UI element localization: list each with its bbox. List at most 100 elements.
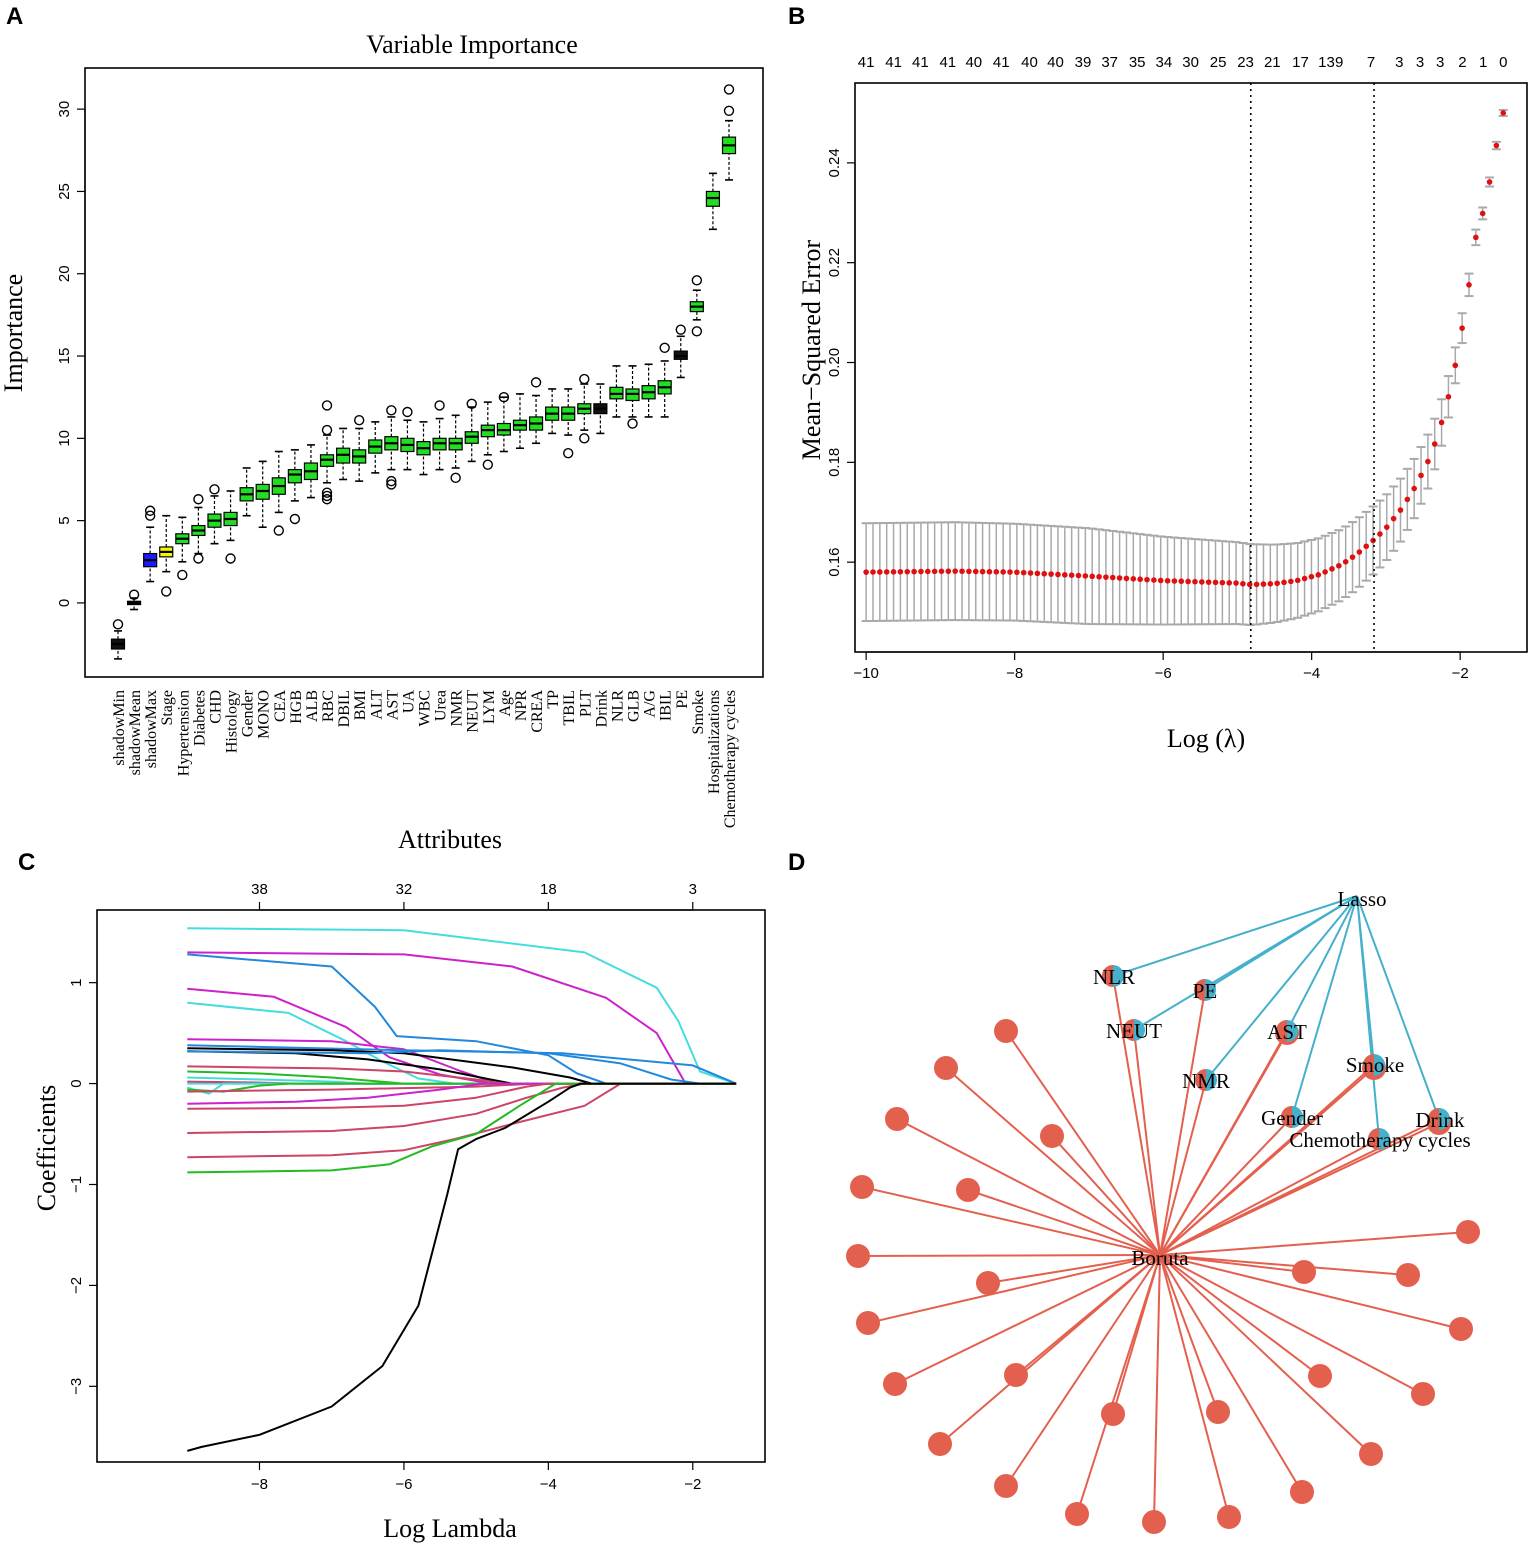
- d-boruta-node: [1004, 1363, 1028, 1387]
- a-category-label: ALT: [368, 690, 385, 720]
- b-mse-point: [1493, 142, 1500, 149]
- a-category-label: PLT: [577, 690, 594, 717]
- b-mse-point: [1240, 580, 1246, 587]
- d-shared-node-half: [1102, 965, 1113, 987]
- b-mse-point: [1212, 579, 1219, 586]
- d-boruta-edge: [894, 1254, 1161, 1385]
- node-label-smoke: Smoke: [1346, 1053, 1404, 1077]
- b-mse-point: [1349, 554, 1356, 560]
- c-top-axis-label: 3: [689, 881, 697, 898]
- b-mse-point: [883, 569, 890, 575]
- c-y-tick-label: 0: [68, 1079, 85, 1087]
- a-category-label: shadowMean: [127, 690, 144, 775]
- a-outlier: [321, 487, 333, 498]
- d-shared-node-half: [1276, 1020, 1287, 1042]
- d-boruta-node: [1142, 1510, 1166, 1534]
- b-top-axis-label: 41: [993, 54, 1010, 71]
- node-label-pe: PE: [1193, 979, 1218, 1003]
- b-mse-point: [1226, 580, 1233, 586]
- b-mse-point: [986, 568, 993, 575]
- c-top-axis-label: 18: [540, 881, 557, 898]
- d-boruta-node: [994, 1474, 1018, 1498]
- b-mse-point: [1192, 578, 1198, 585]
- d-boruta-edge: [939, 1254, 1161, 1445]
- a-category-label: WBC: [417, 690, 434, 726]
- b-top-axis-label: 40: [1021, 54, 1038, 71]
- b-top-axis-label: 41: [939, 54, 956, 71]
- b-mse-point: [1329, 566, 1335, 572]
- d-boruta-node: [928, 1432, 952, 1456]
- d-boruta-edge: [1159, 1138, 1380, 1256]
- d-shared-node-half: [1363, 1054, 1374, 1076]
- b-mse-point: [1157, 577, 1164, 584]
- b-mse-point: [979, 568, 986, 575]
- d-boruta-edge: [1159, 1254, 1303, 1493]
- a-outlier: [193, 553, 204, 564]
- b-mse-point: [1322, 569, 1328, 575]
- panel-c-axes: −8 −6 −4 −2 −3 −2 −1 0 1 38 32 18 3: [68, 881, 701, 1493]
- b-mse-point: [1356, 549, 1363, 555]
- a-outlier: [209, 484, 220, 495]
- a-category-label: LYM: [481, 690, 498, 724]
- c-coefficient-path: [187, 987, 737, 1085]
- c-x-tick-label: −6: [395, 1476, 412, 1493]
- b-mse-point: [1219, 579, 1226, 586]
- panel-label-b: B: [788, 3, 805, 30]
- a-outlier: [691, 326, 703, 337]
- panel-label-c: C: [18, 849, 35, 876]
- b-mse-point: [959, 568, 965, 575]
- a-category-label: Hospitalizations: [706, 690, 723, 794]
- a-category-label: NLR: [609, 690, 626, 722]
- a-outlier: [386, 475, 397, 487]
- panel-a-y-axis: 0 5 10 15 20 25 30: [56, 101, 86, 607]
- a-outlier: [128, 589, 140, 600]
- b-mse-point: [972, 568, 979, 575]
- b-y-tick-label: 0.18: [826, 448, 843, 477]
- b-top-axis-label: 37: [1101, 54, 1118, 71]
- d-boruta-edge: [1076, 1254, 1161, 1515]
- b-top-axis-label: 41: [858, 54, 875, 71]
- node-label-gender: Gender: [1261, 1106, 1323, 1130]
- b-mse-point: [918, 568, 924, 575]
- d-boruta-edge: [1159, 1116, 1293, 1256]
- panel-a-boxes: [110, 84, 737, 660]
- node-label-boruta: Boruta: [1131, 1246, 1189, 1270]
- d-boruta-node: [956, 1178, 980, 1202]
- panel-label-d: D: [788, 849, 805, 876]
- b-top-axis-label: 17: [1292, 54, 1309, 71]
- d-boruta-node: [1292, 1260, 1316, 1284]
- a-category-label: Gender: [240, 689, 257, 737]
- b-mse-point: [1205, 579, 1212, 585]
- node-label-drink: Drink: [1416, 1108, 1465, 1132]
- b-top-axis-label: 25: [1210, 54, 1227, 71]
- panel-a-y-axis-title: Importance: [0, 274, 28, 392]
- b-mse-point: [1459, 325, 1465, 331]
- a-category-label: TP: [545, 690, 562, 709]
- a-outlier: [723, 105, 735, 116]
- d-boruta-edge: [1153, 1254, 1161, 1523]
- a-category-label: A/G: [642, 690, 659, 718]
- panel-label-a: A: [6, 3, 23, 30]
- b-mse-point: [1048, 571, 1054, 577]
- c-y-tick-label: 1: [68, 978, 85, 986]
- b-x-tick-label: −6: [1155, 665, 1172, 682]
- b-mse-point: [1383, 524, 1390, 530]
- a-outlier: [112, 619, 124, 630]
- d-boruta-node: [1101, 1402, 1125, 1426]
- d-boruta-edge: [987, 1254, 1161, 1284]
- a-y-tick-label: 0: [56, 599, 73, 607]
- node-label-chemotherapy-cycles: Chemotherapy cycles: [1289, 1128, 1470, 1152]
- node-label-nlr: NLR: [1093, 965, 1135, 989]
- b-mse-point: [1178, 578, 1185, 585]
- a-outlier: [530, 377, 542, 388]
- d-shared-node-half: [1123, 1019, 1134, 1041]
- b-mse-point: [1445, 393, 1452, 400]
- b-top-axis-label: 2: [1458, 54, 1466, 71]
- b-mse-point: [1500, 110, 1507, 116]
- a-category-label: Diabetes: [191, 690, 208, 746]
- b-mse-point: [863, 569, 869, 575]
- b-mse-point: [1068, 572, 1075, 579]
- b-mse-point: [1075, 572, 1082, 579]
- b-top-axis-label: 3: [1416, 54, 1424, 71]
